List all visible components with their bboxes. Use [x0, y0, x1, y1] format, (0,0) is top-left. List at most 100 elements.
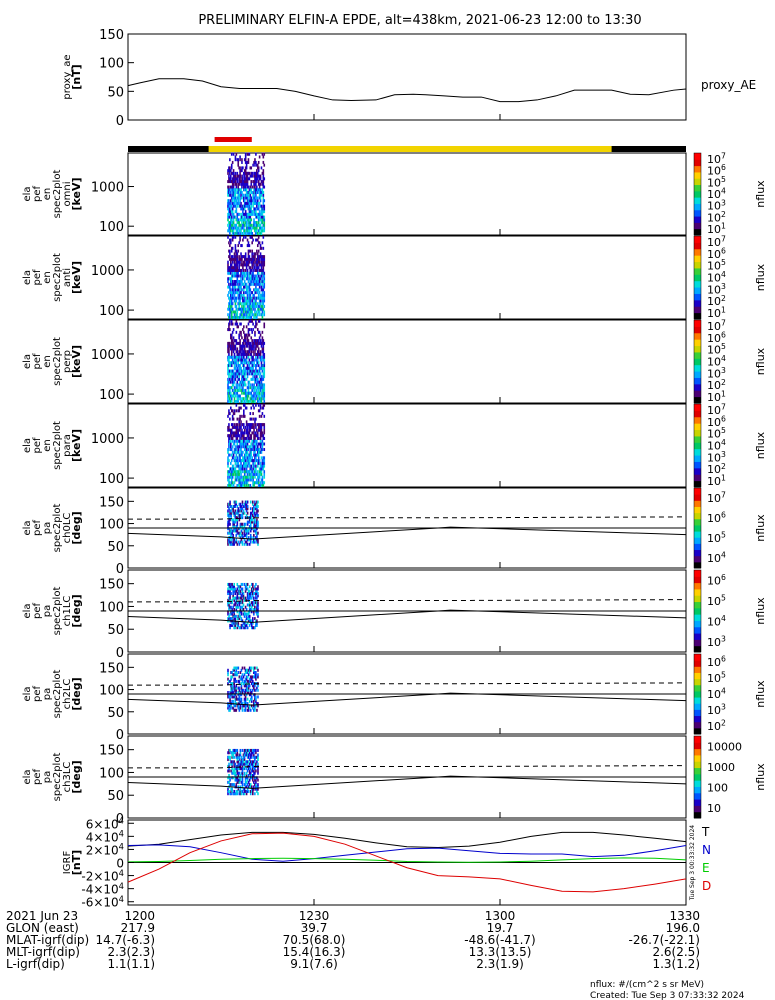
- spectrogram-pixel: [241, 778, 244, 782]
- spectrogram-pixel: [263, 436, 266, 440]
- spectrogram-pixel: [251, 171, 253, 175]
- ylabel-line: [keV]: [70, 177, 83, 210]
- spectrogram-pixel: [237, 589, 240, 593]
- spectrogram-pixel: [253, 193, 255, 197]
- spectrogram-pixel: [260, 428, 263, 432]
- spectrogram-pixel: [257, 274, 260, 278]
- spectrogram-pixel: [250, 229, 253, 233]
- ylabel-line: ela: [22, 520, 33, 535]
- colorbar-segment: [694, 261, 701, 269]
- spectrogram-pixel: [235, 271, 238, 275]
- spectrogram-pixel: [252, 350, 254, 354]
- spectrogram-pixel: [230, 682, 232, 686]
- spectrogram-pixel: [245, 536, 248, 540]
- spectrogram-pixel: [249, 540, 252, 544]
- spectrogram-pixel: [241, 302, 243, 306]
- spectrogram-pixel: [243, 182, 245, 186]
- spectrogram-pixel: [227, 263, 229, 267]
- spectrogram-pixel: [233, 263, 236, 267]
- spectrogram-pixel: [250, 394, 253, 398]
- spectrogram-pixel: [234, 704, 237, 708]
- spectrogram-pixel: [247, 456, 250, 460]
- spectrogram-pixel: [259, 246, 262, 250]
- spectrogram-pixel: [245, 180, 248, 184]
- spectrogram-pixel: [257, 610, 259, 614]
- spectrogram-pixel: [230, 394, 233, 398]
- colorbar-segment: [694, 709, 701, 717]
- spectrogram-pixel: [246, 500, 249, 504]
- spectrogram-pixel: [256, 708, 258, 712]
- colorbar-frame: [693, 152, 702, 236]
- spectrogram-pixel: [258, 174, 261, 178]
- spectrogram-pixel: [253, 774, 255, 777]
- spectrogram-pixel: [231, 617, 233, 621]
- spectrogram-pixel: [239, 459, 241, 463]
- spectrogram-pixel: [261, 406, 264, 410]
- spectrogram-pixel: [229, 531, 231, 535]
- spectrogram-pixel: [253, 453, 255, 457]
- spectrogram-pixel: [231, 472, 234, 476]
- spectrogram-pixel: [250, 310, 253, 314]
- spectrogram-pixel: [262, 155, 265, 159]
- spectrogram-pixel: [262, 296, 265, 300]
- spectrogram-pixel: [248, 527, 251, 531]
- spectrogram-pixel: [236, 375, 239, 379]
- spectrogram-pixel: [243, 380, 245, 384]
- spectrogram-pixel: [229, 288, 231, 292]
- spectrogram-pixel: [237, 697, 240, 701]
- spectrogram-pixel: [260, 386, 263, 390]
- spectrogram-pixel: [258, 191, 261, 194]
- spectrogram-pixel: [238, 531, 241, 535]
- spectrogram-pixel: [249, 783, 252, 787]
- spectrogram-pixel: [248, 771, 251, 775]
- spectrogram-pixel: [256, 355, 259, 359]
- spectrogram-pixel: [256, 397, 259, 401]
- spectrogram-pixel: [246, 296, 249, 300]
- spectrogram-pixel: [258, 277, 261, 281]
- spectrogram-pixel: [229, 400, 232, 403]
- spectrogram-pixel: [234, 155, 237, 159]
- spectrogram-pixel: [249, 257, 252, 261]
- spectrogram-pixel: [230, 210, 233, 214]
- ylabel-line: ch3LC: [62, 762, 73, 793]
- spectrogram-pixel: [252, 403, 254, 407]
- spectrogram-pixel: [256, 475, 259, 479]
- spectrogram-pixel: [248, 199, 251, 203]
- colorbar-segment: [694, 165, 701, 173]
- spectrogram-pixel: [253, 304, 255, 308]
- spectrogram-pixel: [234, 673, 237, 677]
- spectrogram-pixel: [229, 679, 231, 683]
- spectrogram-pixel: [245, 702, 248, 706]
- spectrogram-pixel: [252, 626, 254, 630]
- spectrogram-pixel: [262, 391, 265, 395]
- spectrogram-pixel: [232, 518, 234, 522]
- spectrogram-pixel: [248, 293, 251, 297]
- colorbar-tick-label: 105: [707, 593, 726, 607]
- spectrogram-pixel: [255, 470, 257, 474]
- spectrogram-pixel: [238, 388, 240, 392]
- spectrogram-pixel: [256, 280, 258, 284]
- spectrogram-pixel: [239, 589, 242, 593]
- spectrogram-pixel: [256, 257, 259, 261]
- spectrogram-pixel: [231, 291, 234, 295]
- spectrogram-pixel: [234, 596, 237, 600]
- spectrogram-pixel: [252, 268, 254, 272]
- spectrogram-pixel: [235, 358, 238, 362]
- spectrogram-pixel: [247, 204, 250, 208]
- spectrogram-pixel: [254, 268, 256, 272]
- spectrogram-pixel: [252, 296, 254, 300]
- spectrogram-pixel: [256, 255, 259, 259]
- spectrogram-pixel: [254, 188, 256, 192]
- spectrogram-pixel: [247, 531, 250, 535]
- spectrogram-pixel: [257, 704, 259, 708]
- spectrogram-pixel: [263, 263, 266, 267]
- spectrogram-pixel: [229, 244, 231, 248]
- spectrogram-pixel: [236, 450, 239, 454]
- spectrogram-pixel: [241, 536, 244, 540]
- spectrogram-pixel: [250, 787, 253, 791]
- spectrogram-pixel: [249, 472, 252, 476]
- spectrogram-pixel: [257, 223, 260, 227]
- spectrogram-pixel: [250, 232, 253, 235]
- spectrogram-pixel: [243, 377, 246, 381]
- x-tick-label: 1300: [485, 909, 516, 923]
